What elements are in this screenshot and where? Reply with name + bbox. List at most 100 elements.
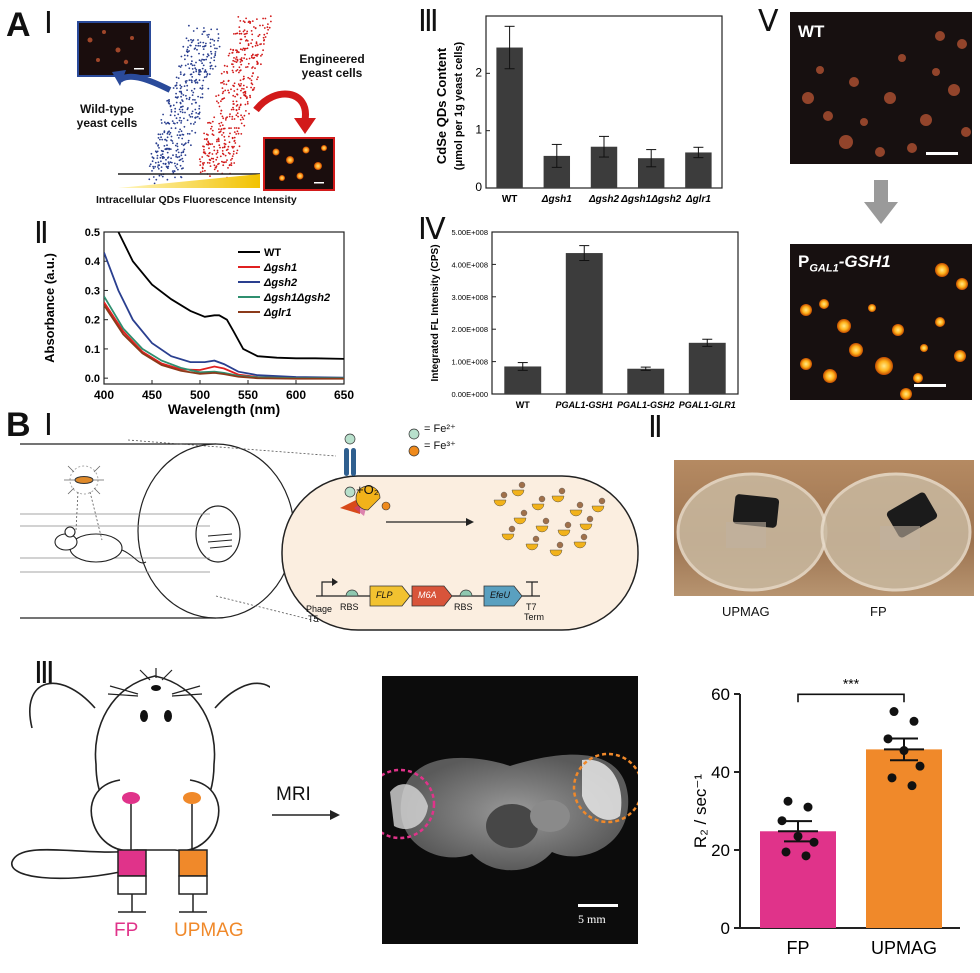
scatter-point [193, 87, 196, 90]
scatter-point [180, 151, 183, 154]
scatter-point [213, 149, 216, 152]
scatter-point [198, 73, 201, 76]
r2-chart: 0 20 40 60 R₂ / sec⁻¹ FP UPMAG *** [691, 675, 960, 958]
scatter-point [196, 27, 199, 30]
scatter-point [198, 52, 200, 55]
scatter-point [229, 152, 231, 155]
scatter-point [243, 21, 246, 24]
scatter-point [180, 95, 182, 98]
scatter-point [226, 72, 229, 74]
scatter-point [176, 156, 179, 159]
scatter-point [202, 41, 205, 44]
scatter-point [169, 114, 172, 117]
scatter-point [263, 27, 266, 29]
scatter-point [263, 43, 265, 45]
scatter-point [201, 33, 204, 35]
scatter-point [210, 57, 213, 59]
scatter-point [229, 48, 232, 51]
scatter-point [152, 165, 154, 168]
category-label: Δglr1 [685, 194, 711, 205]
scatter-point [229, 113, 231, 115]
fl-intensity-chart: 0.00E+000 1.00E+008 2.00E+008 3.00E+008 4.00… [430, 228, 739, 410]
scatter-point [242, 118, 245, 120]
ferritin-subunit-core [556, 541, 564, 549]
scatter-point [243, 49, 246, 51]
scatter-point [179, 84, 182, 87]
scatter-point [236, 58, 239, 61]
scatter-point [188, 79, 191, 82]
scatter-point [176, 142, 179, 145]
bar [565, 253, 603, 394]
bar [866, 749, 942, 928]
scatter-point [240, 57, 243, 59]
ferritin-subunit-core [538, 495, 546, 503]
scatter-point [178, 65, 180, 68]
scatter-point [227, 167, 229, 169]
ferroxidase-icon [340, 485, 391, 516]
scatter-point [172, 104, 175, 107]
scatter-point [221, 92, 224, 95]
fe3-legend-dot [408, 445, 420, 457]
scatter-point [166, 132, 169, 135]
scatter-point [233, 131, 236, 133]
scatter-point [214, 166, 217, 169]
scatter-point [242, 47, 245, 50]
ferritin-subunit [493, 499, 507, 507]
scatter-point [213, 59, 216, 62]
scatter-point [184, 58, 186, 61]
scatter-point [209, 67, 212, 70]
scatter-point [249, 77, 251, 80]
scatter-point [225, 83, 228, 86]
scatter-point [251, 20, 254, 22]
t5-label: T5 [308, 614, 319, 624]
scatter-point [180, 122, 182, 124]
scatter-point [226, 116, 229, 119]
scatter-point [229, 132, 231, 135]
scatter-point [222, 131, 225, 134]
data-point [781, 847, 791, 857]
scatter-point [216, 140, 218, 143]
scatter-point [221, 81, 224, 84]
scatter-point [239, 79, 242, 82]
scatter-point [197, 42, 200, 45]
scatter-point [238, 145, 241, 148]
scatter-point [179, 73, 182, 76]
scatter-point [181, 143, 183, 146]
scatter-point [224, 139, 226, 142]
ferritin-subunit-core [542, 517, 550, 525]
scatter-point [214, 65, 217, 68]
scatter-point [167, 156, 170, 159]
scatter-point [169, 131, 172, 134]
scatter-point [161, 175, 164, 178]
scatter-point [207, 54, 210, 57]
mri-arrow [272, 808, 342, 827]
scatter-point [187, 50, 189, 53]
scatter-point [239, 97, 242, 99]
x-tick-label: 400 [94, 388, 114, 402]
scatter-point [178, 119, 181, 122]
scatter-point [175, 149, 178, 152]
category-label: PGAL1-GSH2 [617, 400, 675, 410]
scatter-point [160, 149, 163, 152]
scatter-point [249, 94, 251, 97]
scatter-point [267, 23, 269, 25]
scatter-point [259, 43, 261, 46]
scatter-point [260, 55, 262, 57]
bar [496, 47, 523, 189]
scatter-point [150, 152, 153, 155]
scatter-point [253, 87, 256, 89]
scatter-point [194, 99, 196, 101]
o2-label: +O₂ [356, 482, 379, 497]
scatter-point [190, 89, 193, 92]
scatter-point [161, 155, 164, 158]
scatter-point [188, 96, 191, 99]
ferritin-subunit-core [586, 515, 594, 523]
scatter-point [191, 110, 194, 113]
scatter-point [169, 105, 172, 108]
mri-label: MRI [276, 784, 311, 805]
y-tick-label: 40 [711, 763, 730, 782]
scatter-point [246, 101, 249, 103]
petri-dishes [676, 472, 972, 592]
scatter-point [159, 133, 162, 136]
scatter-point [161, 157, 164, 160]
